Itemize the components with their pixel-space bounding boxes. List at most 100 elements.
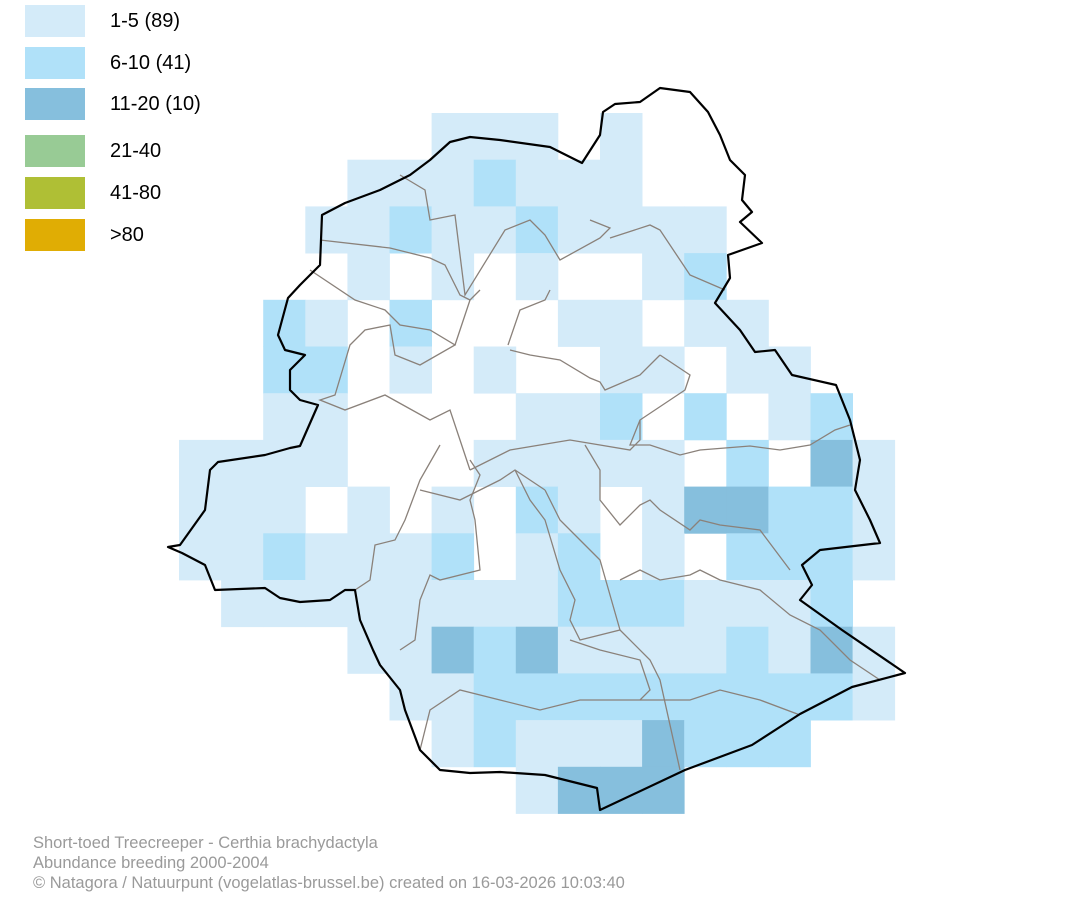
grid-cell [684, 626, 727, 674]
grid-cell [810, 626, 853, 674]
grid-cell [305, 439, 348, 487]
legend-label: 41-80 [110, 181, 162, 204]
grid-cell [557, 486, 601, 534]
grid-cell [768, 486, 811, 534]
grid-cell [768, 533, 811, 581]
legend-item: 11-20 (10) [25, 88, 201, 120]
grid-cell [600, 113, 643, 161]
grid-cell [263, 580, 306, 628]
grid-cell [600, 299, 643, 347]
grid-cell [389, 533, 432, 581]
grid-cell [684, 580, 727, 628]
grid-cell [600, 159, 643, 207]
region-outline [166, 86, 907, 812]
grid-cell [557, 720, 601, 768]
legend-item: 41-80 [25, 177, 161, 209]
grid-cell [600, 393, 643, 441]
grid-cell [221, 439, 264, 487]
grid-cell [726, 580, 769, 628]
grid-cell [389, 346, 432, 394]
grid-cell [389, 299, 432, 347]
grid-cell [431, 720, 475, 768]
grid-cell [431, 626, 475, 674]
grid-cell [557, 533, 601, 581]
grid-cell [557, 299, 601, 347]
grid-cell [684, 486, 727, 534]
legend-label: >80 [110, 223, 144, 246]
grid-cell [768, 673, 811, 721]
grid-cell [726, 720, 769, 768]
grid-cell [305, 533, 348, 581]
grid-cell [810, 486, 853, 534]
grid-cell [600, 720, 643, 768]
grid-cell [726, 626, 769, 674]
grid-cell [431, 206, 475, 254]
commune-boundaries [309, 174, 881, 771]
grid-cell [515, 673, 559, 721]
grid-cell [515, 626, 559, 674]
grid-cell [473, 580, 517, 628]
grid-cell [179, 439, 222, 487]
grid-cell [600, 439, 643, 487]
grid-cell [642, 533, 685, 581]
grid-cell [726, 346, 769, 394]
legend-swatch [25, 219, 85, 251]
grid-cell [515, 580, 559, 628]
grid-cell [557, 206, 601, 254]
grid-cell [642, 439, 685, 487]
grid-cell [221, 486, 264, 534]
grid-cell [389, 206, 432, 254]
legend-swatch [25, 177, 85, 209]
grid-cell [347, 486, 390, 534]
grid-cell [515, 720, 559, 768]
grid-cell [473, 720, 517, 768]
grid-cell [263, 486, 306, 534]
grid-cell [263, 533, 306, 581]
copyright-text: © Natagora / Natuurpunt (vogelatlas-brus… [33, 874, 625, 892]
grid-cell [347, 626, 390, 674]
legend-item: >80 [25, 219, 144, 251]
grid-cell [431, 486, 475, 534]
grid-cell [305, 299, 348, 347]
grid-cell [768, 393, 811, 441]
grid-cell [852, 486, 896, 534]
grid-cell [642, 580, 685, 628]
grid-cell [431, 580, 475, 628]
grid-cell [347, 253, 390, 301]
grid-cell [684, 673, 727, 721]
grid-cell [473, 159, 517, 207]
grid-cell [600, 346, 643, 394]
grid-cell [515, 159, 559, 207]
grid-cell [179, 533, 222, 581]
grid-cell [431, 159, 475, 207]
dataset-subtitle: Abundance breeding 2000-2004 [33, 854, 269, 872]
grid-cell [810, 393, 853, 441]
grid-cell [642, 253, 685, 301]
grid-cell [810, 533, 853, 581]
legend-item: 1-5 (89) [25, 5, 180, 37]
grid-cell [684, 299, 727, 347]
grid-cell [684, 253, 727, 301]
grid-cell [557, 673, 601, 721]
legend-swatch [25, 5, 85, 37]
grid-cell [389, 673, 432, 721]
grid-cell [431, 253, 475, 301]
grid-cell [389, 626, 432, 674]
grid-cell [557, 393, 601, 441]
grid-cell [221, 533, 264, 581]
grid-cell [600, 580, 643, 628]
grid-cell [642, 206, 685, 254]
grid-cell [431, 673, 475, 721]
grid-cell [557, 766, 601, 814]
grid-cell [726, 486, 769, 534]
grid-cell [263, 393, 306, 441]
grid-cell [684, 393, 727, 441]
grid-cell [179, 486, 222, 534]
legend-label: 11-20 (10) [110, 92, 201, 115]
grid-cell [347, 206, 390, 254]
grid-cell [515, 253, 559, 301]
grid-cell [347, 533, 390, 581]
grid-cell [642, 346, 685, 394]
legend-label: 1-5 (89) [110, 9, 181, 32]
